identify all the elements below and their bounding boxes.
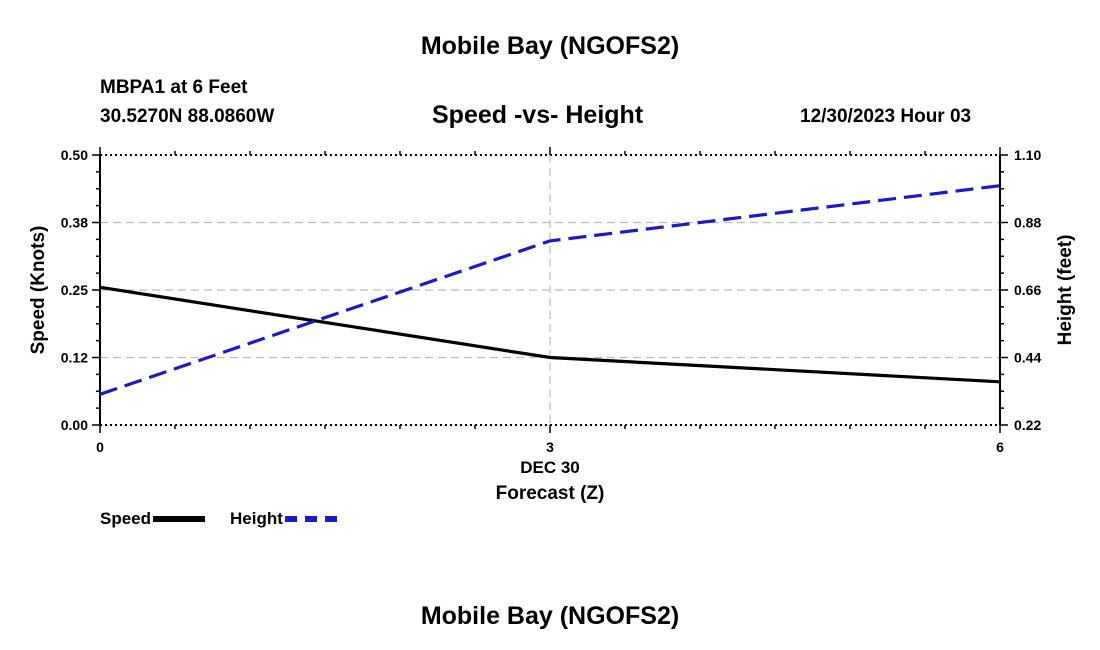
series-layer <box>99 184 1001 396</box>
y-axis-title-left: Speed (Knots) <box>28 226 49 355</box>
station-coords: 30.5270N 88.0860W <box>100 106 275 127</box>
labels-layer: 0.00 0.12 0.25 0.38 0.50 0.22 0.44 0.66 0.88 1.10… <box>28 147 1076 455</box>
y-tick-label-left: 0.25 <box>61 282 88 298</box>
y-tick-label-left: 0.38 <box>61 215 88 231</box>
x-axis-title: Forecast (Z) <box>495 483 605 504</box>
speed-series-line <box>99 285 1001 384</box>
station-label: MBPA1 at 6 Feet <box>100 77 248 98</box>
y-tick-label-left: 0.12 <box>61 350 88 366</box>
page-title-bottom: Mobile Bay (NGOFS2) <box>420 602 680 630</box>
y-tick-label-right: 0.44 <box>1014 350 1041 366</box>
y-tick-label-left: 0.50 <box>61 147 88 163</box>
y-tick-label-right: 0.88 <box>1014 215 1041 231</box>
chart-title: Speed -vs- Height <box>432 101 644 129</box>
legend-height-swatch <box>284 516 337 522</box>
grid-layer <box>100 154 1000 426</box>
y-tick-label-right: 1.10 <box>1014 147 1041 163</box>
x-tick-label: 6 <box>996 439 1004 455</box>
y-axis-title-right: Height (feet) <box>1055 235 1076 346</box>
page-title-top: Mobile Bay (NGOFS2) <box>420 32 680 60</box>
legend-speed-label: Speed <box>100 509 152 528</box>
y-tick-label-right: 0.22 <box>1014 417 1041 433</box>
x-axis-date-label: DEC 30 <box>520 458 580 477</box>
axes-layer <box>92 147 1008 433</box>
forecast-datetime: 12/30/2023 Hour 03 <box>800 106 972 127</box>
legend-speed-swatch <box>153 516 206 522</box>
y-tick-label-left: 0.00 <box>61 417 88 433</box>
height-series-line <box>99 184 1001 396</box>
x-tick-label: 3 <box>546 439 554 455</box>
x-tick-label: 0 <box>96 439 104 455</box>
legend-height: Height <box>230 509 337 529</box>
legend-height-label: Height <box>230 509 283 528</box>
y-tick-label-right: 0.66 <box>1014 282 1041 298</box>
legend-speed: Speed <box>100 509 206 529</box>
